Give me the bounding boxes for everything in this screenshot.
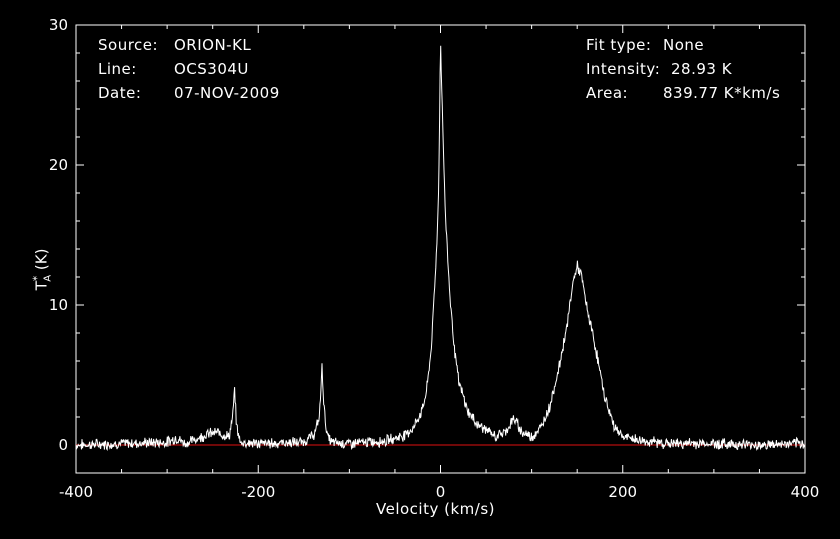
- x-tick-label: -400: [59, 483, 93, 501]
- area-value: 839.77 K*km/s: [663, 84, 781, 102]
- x-tick-label: 0: [436, 483, 446, 501]
- y-tick-label: 30: [49, 16, 68, 34]
- intensity-value: 28.93 K: [671, 60, 733, 78]
- source-value: ORION-KL: [174, 36, 252, 54]
- x-tick-label: 200: [608, 483, 637, 501]
- x-axis-label: Velocity (km/s): [376, 500, 495, 518]
- spectrum-line: [75, 45, 806, 452]
- line-value: OCS304U: [174, 60, 249, 78]
- fit-type-label: Fit type:: [586, 36, 652, 54]
- y-tick-label: 10: [49, 296, 68, 314]
- y-axis-label-sub: A: [42, 274, 54, 282]
- intensity-label: Intensity:: [586, 60, 661, 78]
- y-tick-label: 20: [49, 156, 68, 174]
- axis-tick-labels: -400 -200 0 200 400 0 10 20 30: [49, 16, 819, 501]
- y-axis-label-main: T: [32, 281, 51, 291]
- y-axis-label-unit: (K): [32, 248, 51, 271]
- line-label: Line:: [98, 60, 137, 78]
- source-label: Source:: [98, 36, 159, 54]
- area-label: Area:: [586, 84, 629, 102]
- date-value: 07-NOV-2009: [174, 84, 280, 102]
- fit-type-value: None: [663, 36, 705, 54]
- y-axis-label: T*A (K): [31, 240, 54, 300]
- date-label: Date:: [98, 84, 142, 102]
- x-tick-label: 400: [791, 483, 820, 501]
- y-tick-label: 0: [58, 436, 68, 454]
- x-tick-label: -200: [241, 483, 275, 501]
- axis-ticks: [75, 24, 806, 473]
